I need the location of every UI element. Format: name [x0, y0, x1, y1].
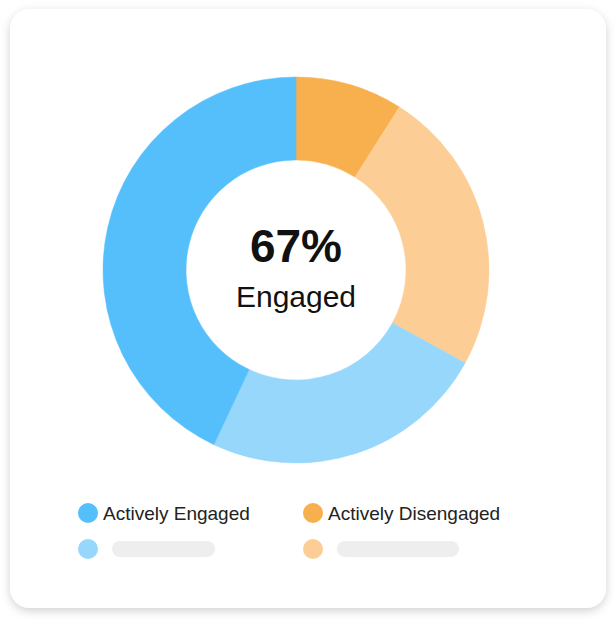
legend-placeholder: [112, 541, 215, 557]
slice: [355, 107, 489, 363]
legend-swatch: [78, 503, 98, 523]
card: [10, 9, 606, 608]
center-text: Engaged: [236, 280, 356, 313]
legend-label: Actively Disengaged: [328, 503, 500, 524]
legend: Actively Engaged Actively Disengaged: [78, 503, 500, 559]
chart-canvas: 67% Engaged Actively Engaged Actively Disen…: [0, 0, 616, 625]
legend-swatch: [303, 503, 323, 523]
center-value: 67%: [250, 220, 342, 272]
legend-label: Actively Engaged: [103, 503, 250, 524]
legend-swatch: [303, 539, 323, 559]
legend-swatch: [78, 539, 98, 559]
slices: [103, 77, 489, 463]
legend-placeholder: [337, 541, 459, 557]
slice: [214, 323, 465, 463]
